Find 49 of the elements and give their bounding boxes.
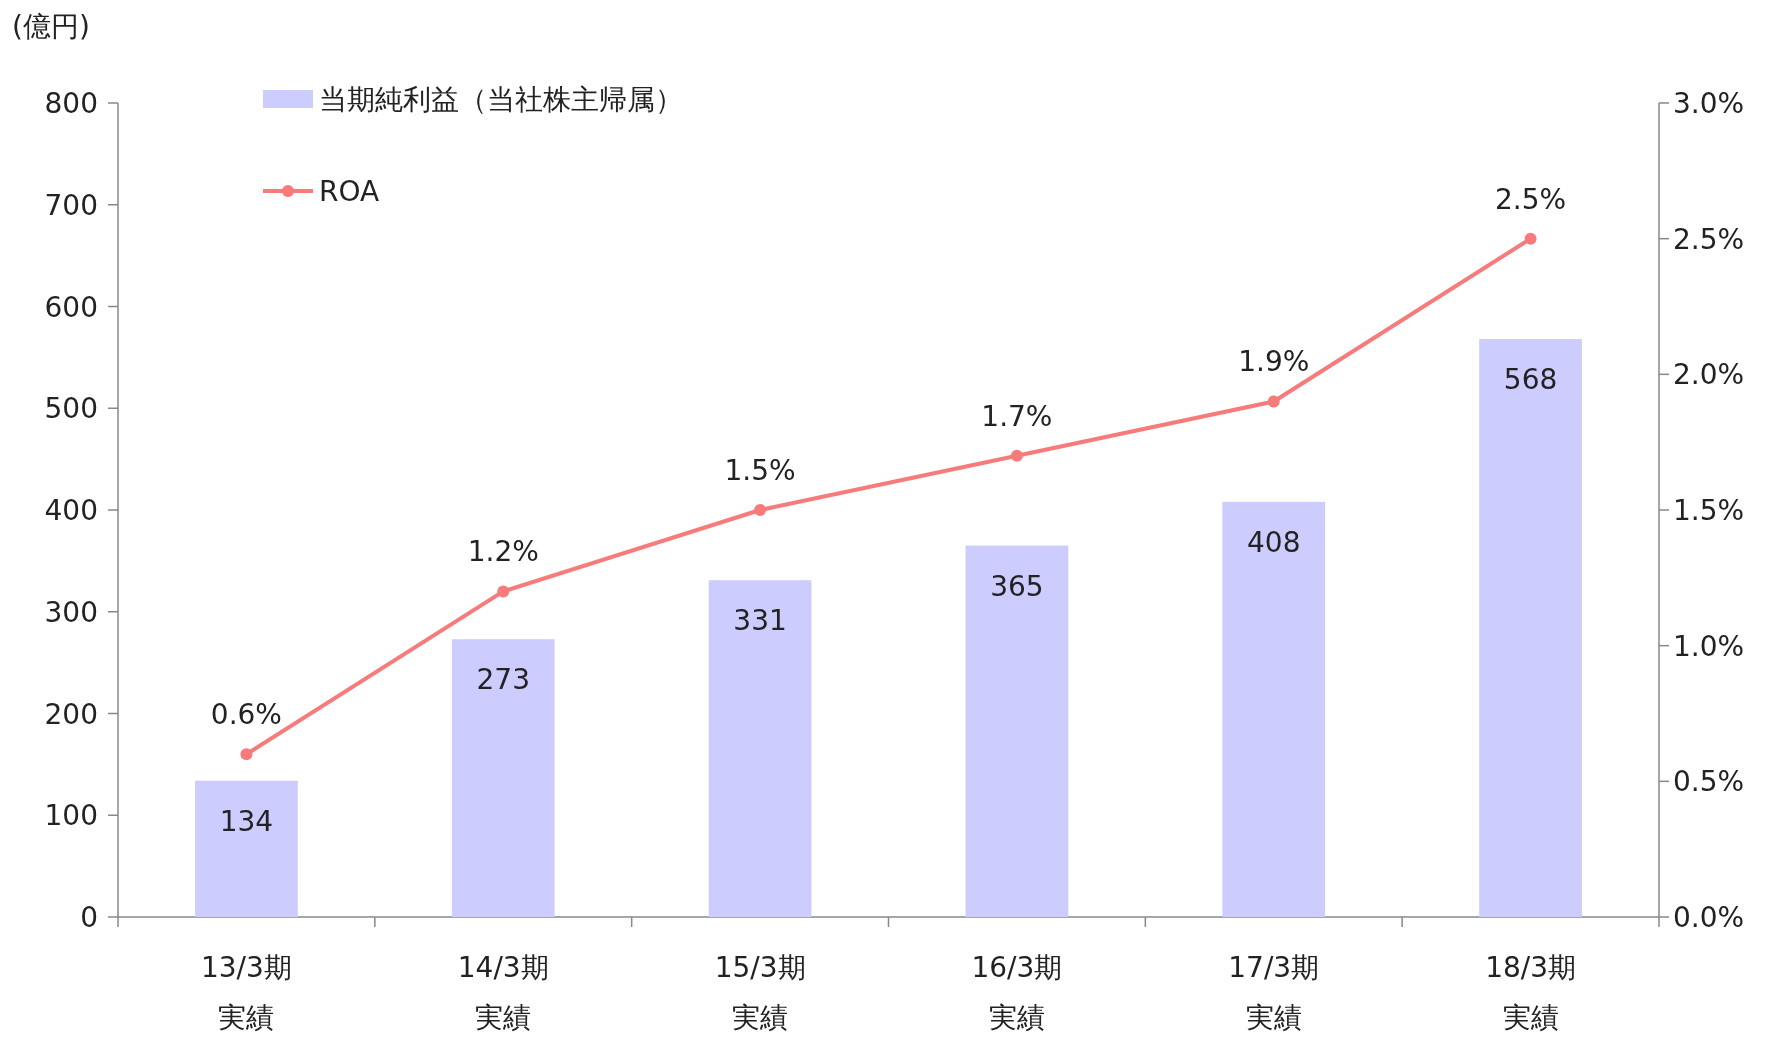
point [1010, 449, 1023, 462]
point [1524, 232, 1537, 245]
bar [965, 545, 1069, 917]
data-label: 1.2% [467, 535, 539, 569]
x-tick-label: 14/3期実績 [457, 951, 549, 1034]
y-axis-title: (億円) [12, 10, 90, 43]
point [754, 504, 767, 516]
bar [451, 639, 555, 917]
bar [708, 580, 812, 917]
x-tick-label: 13/3期実績 [200, 951, 292, 1034]
data-label: 1.7% [981, 399, 1053, 433]
y-tick-label: 500 [44, 392, 98, 426]
legend-label: ROA [319, 175, 380, 208]
data-label: 2.5% [1495, 182, 1567, 216]
x-tick-label: 15/3期実績 [714, 951, 806, 1034]
data-label: 365 [990, 569, 1044, 603]
data-label: 0.6% [210, 698, 282, 732]
data-label: 134 [219, 804, 274, 838]
y-tick-label: 400 [44, 494, 98, 527]
data-label: 273 [476, 663, 530, 697]
y2-tick-label: 0.0% [1673, 901, 1745, 934]
x-tick-label: 17/3期実績 [1228, 951, 1320, 1034]
bar [1479, 339, 1582, 917]
y2-tick-label: 0.5% [1673, 765, 1745, 799]
y2-tick-label: 1.5% [1673, 494, 1745, 527]
bar [1222, 501, 1326, 917]
y-tick-label: 600 [44, 290, 98, 324]
data-label: 408 [1247, 525, 1301, 559]
bar [195, 780, 298, 917]
y-tick-label: 800 [44, 87, 98, 120]
x-tick-label: 18/3期実績 [1485, 951, 1577, 1034]
legend-label: 当期純利益（当社株主帰属） [319, 83, 683, 116]
point [497, 585, 510, 598]
y2-tick-label: 2.0% [1673, 358, 1745, 392]
y2-tick-label: 1.0% [1673, 629, 1745, 663]
y2-tick-label: 3.0% [1673, 87, 1745, 120]
y-tick-label: 300 [44, 595, 98, 629]
y-tick-label: 0 [80, 901, 98, 934]
y2-tick-label: 2.5% [1673, 222, 1745, 256]
point [1267, 395, 1280, 408]
data-label: 1.9% [1238, 345, 1310, 379]
point [240, 748, 253, 761]
x-tick-label: 16/3期実績 [971, 951, 1063, 1034]
y-tick-label: 200 [44, 697, 98, 731]
y-tick-label: 700 [44, 188, 98, 222]
y-tick-label: 100 [44, 799, 98, 833]
data-label: 568 [1503, 363, 1558, 397]
data-label: 331 [733, 604, 787, 638]
data-label: 1.5% [724, 454, 796, 487]
